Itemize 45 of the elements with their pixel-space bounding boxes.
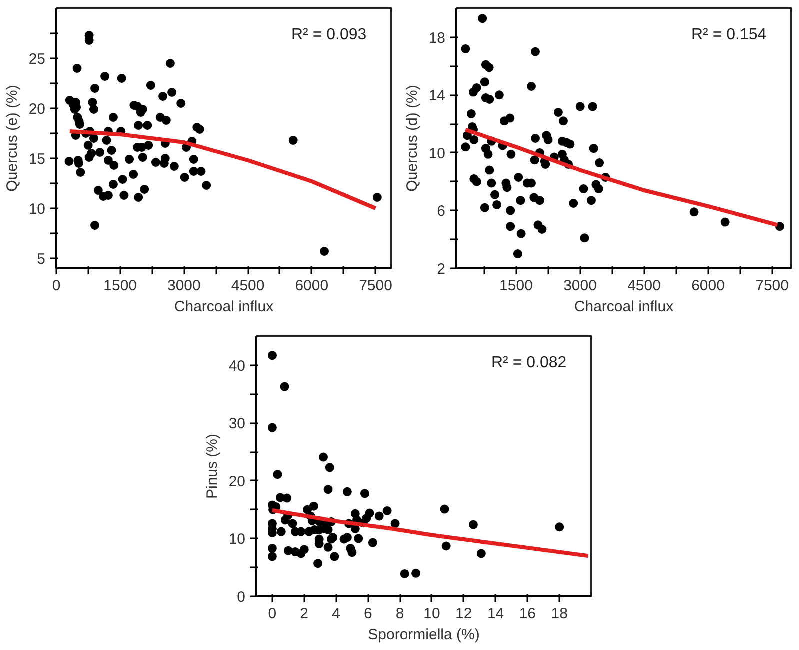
x-tick-label: 6000 bbox=[295, 278, 329, 294]
x-tick-label: 4 bbox=[332, 606, 340, 622]
annotation: R² = 0.093 bbox=[292, 26, 367, 44]
x-tick-label: 18 bbox=[551, 606, 568, 622]
y-tick-label: 10 bbox=[428, 145, 446, 162]
x-tick-label: 12 bbox=[456, 606, 472, 622]
x-tick-label: 6000 bbox=[692, 278, 725, 294]
y-tick-label: 30 bbox=[228, 416, 246, 433]
x-tick-label: 0 bbox=[52, 278, 61, 294]
x-tick-label: 4500 bbox=[628, 278, 661, 294]
y-tick-label: 14 bbox=[428, 88, 446, 105]
annotation: R² = 0.082 bbox=[492, 354, 567, 372]
y-tick-label: 10 bbox=[28, 201, 46, 218]
y-axis-title: Pinus (%) bbox=[204, 434, 221, 500]
annotation: R² = 0.154 bbox=[692, 26, 767, 44]
x-tick-label: 4500 bbox=[231, 278, 265, 294]
x-tick-label: 1500 bbox=[104, 278, 138, 294]
y-tick-label: 10 bbox=[228, 531, 246, 548]
x-tick-label: 7500 bbox=[359, 278, 392, 294]
y-tick-label: 15 bbox=[28, 151, 46, 168]
y-tick-label: 5 bbox=[37, 251, 46, 268]
y-tick-label: 20 bbox=[228, 473, 246, 490]
x-tick-label: 6 bbox=[364, 606, 372, 622]
y-axis-title: Quercus (e) (%) bbox=[4, 85, 21, 192]
x-tick-label: 3000 bbox=[564, 278, 597, 294]
x-tick-label: 16 bbox=[519, 606, 536, 622]
y-axis-title: Quercus (d) (%) bbox=[404, 85, 421, 192]
y-tick-label: 0 bbox=[237, 589, 246, 606]
x-tick-label: 8 bbox=[396, 606, 404, 622]
x-axis-title: Charcoal influx bbox=[574, 298, 674, 316]
x-tick-label: 1500 bbox=[500, 278, 533, 294]
x-tick-label: 2 bbox=[300, 606, 309, 622]
x-axis-title: Charcoal influx bbox=[174, 298, 274, 316]
x-tick-label: 0 bbox=[268, 606, 277, 622]
y-tick-label: 40 bbox=[228, 358, 246, 375]
y-tick-label: 6 bbox=[437, 203, 446, 220]
y-tick-label: 20 bbox=[28, 101, 46, 118]
y-tick-label: 2 bbox=[437, 261, 446, 278]
x-axis-title: Sporormiella (%) bbox=[368, 626, 480, 644]
y-tick-label: 18 bbox=[428, 30, 446, 47]
y-tick-label: 25 bbox=[28, 51, 46, 68]
x-tick-label: 7500 bbox=[756, 278, 789, 294]
x-tick-label: 3000 bbox=[168, 278, 201, 294]
x-tick-label: 14 bbox=[487, 606, 504, 622]
line-series bbox=[270, 508, 590, 558]
